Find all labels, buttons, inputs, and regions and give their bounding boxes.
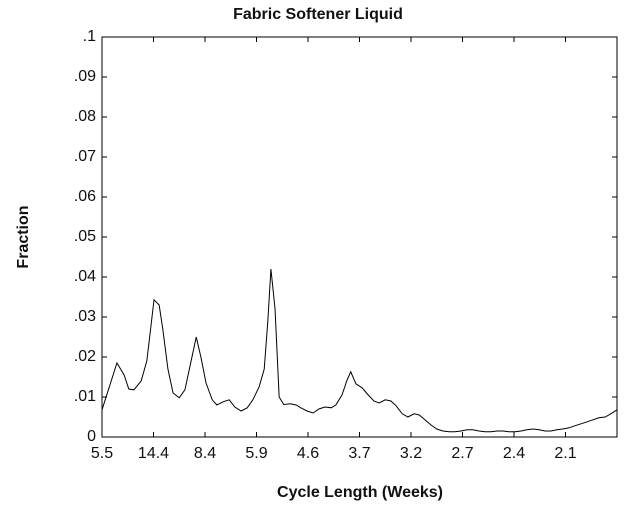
y-tick-label: .08 — [74, 108, 96, 125]
x-tick-label: 2.7 — [451, 445, 473, 462]
y-tick-label: .04 — [74, 268, 96, 285]
x-tick-label: 4.6 — [297, 445, 319, 462]
y-tick-label: .03 — [74, 308, 96, 325]
x-tick-label: 3.2 — [400, 445, 422, 462]
x-axis-label: Cycle Length (Weeks) — [277, 484, 443, 501]
x-tick-label: 2.1 — [554, 445, 576, 462]
y-tick-label: .09 — [74, 68, 96, 85]
x-tick-label: 3.7 — [348, 445, 370, 462]
x-tick-label: 2.4 — [503, 445, 525, 462]
x-tick-label: 14.4 — [138, 445, 169, 462]
y-tick-label: .1 — [83, 28, 96, 45]
y-tick-label: 0 — [87, 428, 96, 445]
y-tick-label: .06 — [74, 188, 96, 205]
y-tick-label: .05 — [74, 228, 96, 245]
chart-title: Fabric Softener Liquid — [233, 6, 403, 23]
y-tick-label: .02 — [74, 348, 96, 365]
x-tick-label: 5.9 — [245, 445, 267, 462]
y-tick-label: .07 — [74, 148, 96, 165]
plot-frame — [101, 36, 618, 438]
y-axis-label: Fraction — [15, 205, 32, 268]
x-tick-label: 5.5 — [91, 445, 113, 462]
data-line — [101, 268, 618, 433]
y-tick-label: .01 — [74, 388, 96, 405]
x-tick-label: 8.4 — [194, 445, 216, 462]
